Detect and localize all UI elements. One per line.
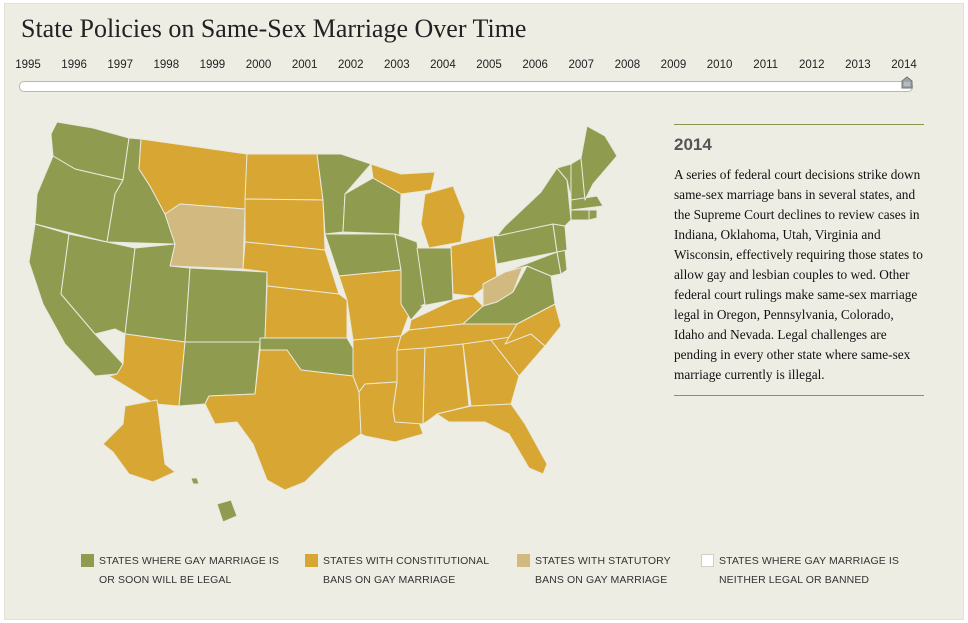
year-label-2012[interactable]: 2012 [798, 59, 825, 71]
legend-swatch [305, 554, 318, 567]
page-title: State Policies on Same-Sex Marriage Over… [21, 14, 527, 43]
state-hawaii-islands[interactable] [190, 477, 200, 485]
interactive-frame: State Policies on Same-Sex Marriage Over… [4, 3, 964, 620]
state-hawaii[interactable] [216, 499, 238, 523]
panel-description: A series of federal court decisions stri… [674, 167, 923, 382]
year-label-1998[interactable]: 1998 [153, 59, 180, 71]
legend-label-line1: STATES WHERE GAY MARRIAGE IS [719, 555, 899, 567]
panel-bottom-rule [674, 395, 924, 396]
legend-swatch [81, 554, 94, 567]
map-legend: STATES WHERE GAY MARRIAGE IS OR SOON WILL… [5, 552, 963, 600]
year-label-2004[interactable]: 2004 [430, 59, 456, 71]
state-rhode-island[interactable] [588, 209, 598, 221]
state-iowa[interactable] [324, 233, 402, 277]
state-alaska[interactable] [102, 399, 176, 483]
legend-label: STATES WHERE GAY MARRIAGE IS OR SOON WILL… [99, 552, 299, 590]
panel-year-heading: 2014 [674, 135, 712, 154]
state-south-dakota[interactable] [244, 198, 326, 251]
state-massachusetts[interactable] [570, 195, 604, 211]
year-label-2009[interactable]: 2009 [660, 59, 687, 71]
year-label-2006[interactable]: 2006 [522, 59, 548, 71]
year-label-2003[interactable]: 2003 [384, 59, 410, 71]
state-texas[interactable] [204, 349, 362, 491]
state-arizona[interactable] [108, 333, 186, 407]
year-label-2013[interactable]: 2013 [845, 59, 871, 71]
legend-label: STATES WITH CONSTITUTIONAL BANS ON GAY MA… [323, 552, 523, 590]
legend-swatch [701, 554, 714, 567]
legend-label-line1: STATES WHERE GAY MARRIAGE IS [99, 555, 279, 567]
year-label-1997[interactable]: 1997 [107, 59, 133, 71]
year-label-2008[interactable]: 2008 [614, 59, 641, 71]
year-label-2014[interactable]: 2014 [891, 59, 917, 71]
year-timeline: 1995 1996 1997 1998 1999 2000 2001 2002 2003 2004… [5, 59, 963, 75]
legend-swatch [517, 554, 530, 567]
year-label-2002[interactable]: 2002 [337, 59, 364, 71]
state-georgia[interactable] [462, 339, 520, 407]
legend-label: STATES WHERE GAY MARRIAGE IS NEITHER LEGA… [719, 552, 919, 590]
state-maine[interactable] [580, 125, 618, 201]
state-mississippi[interactable] [392, 347, 426, 425]
state-indiana[interactable] [416, 247, 454, 307]
state-wyoming[interactable] [164, 203, 246, 270]
year-info-panel: 2014 A series of federal court decisions… [674, 124, 924, 396]
year-label-2011[interactable]: 2011 [753, 59, 779, 71]
legend-label-line2: NEITHER LEGAL OR BANNED [719, 574, 870, 586]
state-maryland[interactable] [504, 251, 562, 277]
year-label-1996[interactable]: 1996 [61, 59, 87, 71]
year-label-1999[interactable]: 1999 [199, 59, 226, 71]
year-label-1995[interactable]: 1995 [15, 59, 41, 71]
year-label-2000[interactable]: 2000 [245, 59, 272, 71]
legend-label-line1: STATES WITH STATUTORY [535, 555, 671, 567]
state-michigan[interactable] [420, 185, 466, 249]
legend-label-line2: BANS ON GAY MARRIAGE [323, 574, 456, 586]
state-michigan-up[interactable] [370, 163, 436, 195]
state-north-dakota[interactable] [244, 153, 324, 201]
legend-label-line2: OR SOON WILL BE LEGAL [99, 574, 232, 586]
legend-label: STATES WITH STATUTORY BANS ON GAY MARRIAG… [535, 552, 735, 590]
year-label-2010[interactable]: 2010 [706, 59, 733, 71]
year-label-2005[interactable]: 2005 [476, 59, 502, 71]
legend-label-line2: BANS ON GAY MARRIAGE [535, 574, 668, 586]
state-colorado[interactable] [184, 267, 268, 343]
state-kansas[interactable] [264, 285, 348, 339]
year-label-2007[interactable]: 2007 [568, 59, 595, 71]
state-florida[interactable] [436, 403, 548, 475]
year-label-2001[interactable]: 2001 [291, 59, 318, 71]
us-states-map [28, 121, 618, 523]
legend-label-line1: STATES WITH CONSTITUTIONAL [323, 555, 490, 567]
state-connecticut[interactable] [570, 209, 590, 221]
timeline-slider-handle[interactable] [900, 76, 914, 90]
panel-top-rule [674, 124, 924, 125]
